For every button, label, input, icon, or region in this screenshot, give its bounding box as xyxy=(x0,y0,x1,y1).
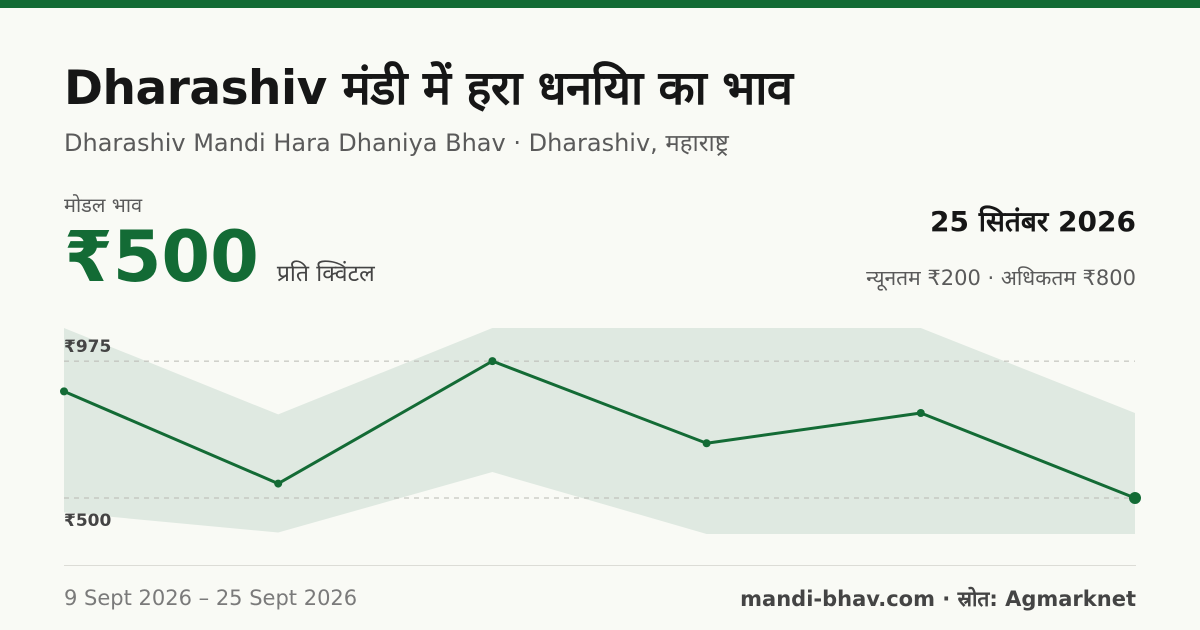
page-title: Dharashiv मंडी में हरा धनयिा का भाव xyxy=(64,61,793,116)
chart-grid xyxy=(64,360,1135,499)
top-accent-bar xyxy=(0,0,1200,8)
price-row: ₹500 प्रति क्विंटल xyxy=(64,222,375,292)
modal-price-value: ₹500 xyxy=(64,216,259,298)
min-max-band xyxy=(64,328,1135,534)
data-point xyxy=(702,439,711,448)
modal-price-line xyxy=(63,359,1136,500)
footer-divider xyxy=(64,565,1136,566)
page-subtitle: Dharashiv Mandi Hara Dhaniya Bhav · Dhar… xyxy=(64,129,729,157)
data-point xyxy=(274,479,283,488)
min-max-range: न्यूनतम ₹200 · अधिकतम ₹800 xyxy=(866,266,1136,290)
price-date: 25 सितंबर 2026 xyxy=(930,205,1136,238)
y-tick-labels: ₹975 ₹500 xyxy=(64,337,111,531)
y-tick-label: ₹500 xyxy=(64,511,111,531)
source-credit: mandi-bhav.com · स्रोत: Agmarknet xyxy=(740,587,1136,611)
data-point xyxy=(488,357,497,366)
price-unit: प्रति क्विंटल xyxy=(276,261,375,287)
data-point xyxy=(1129,491,1141,504)
date-period: 9 Sept 2026 – 25 Sept 2026 xyxy=(64,586,358,610)
data-points xyxy=(60,357,1141,504)
data-point xyxy=(916,408,925,417)
data-point xyxy=(60,387,68,396)
y-tick-label: ₹975 xyxy=(64,337,111,357)
modal-price-label: मोडल भाव xyxy=(64,193,143,217)
